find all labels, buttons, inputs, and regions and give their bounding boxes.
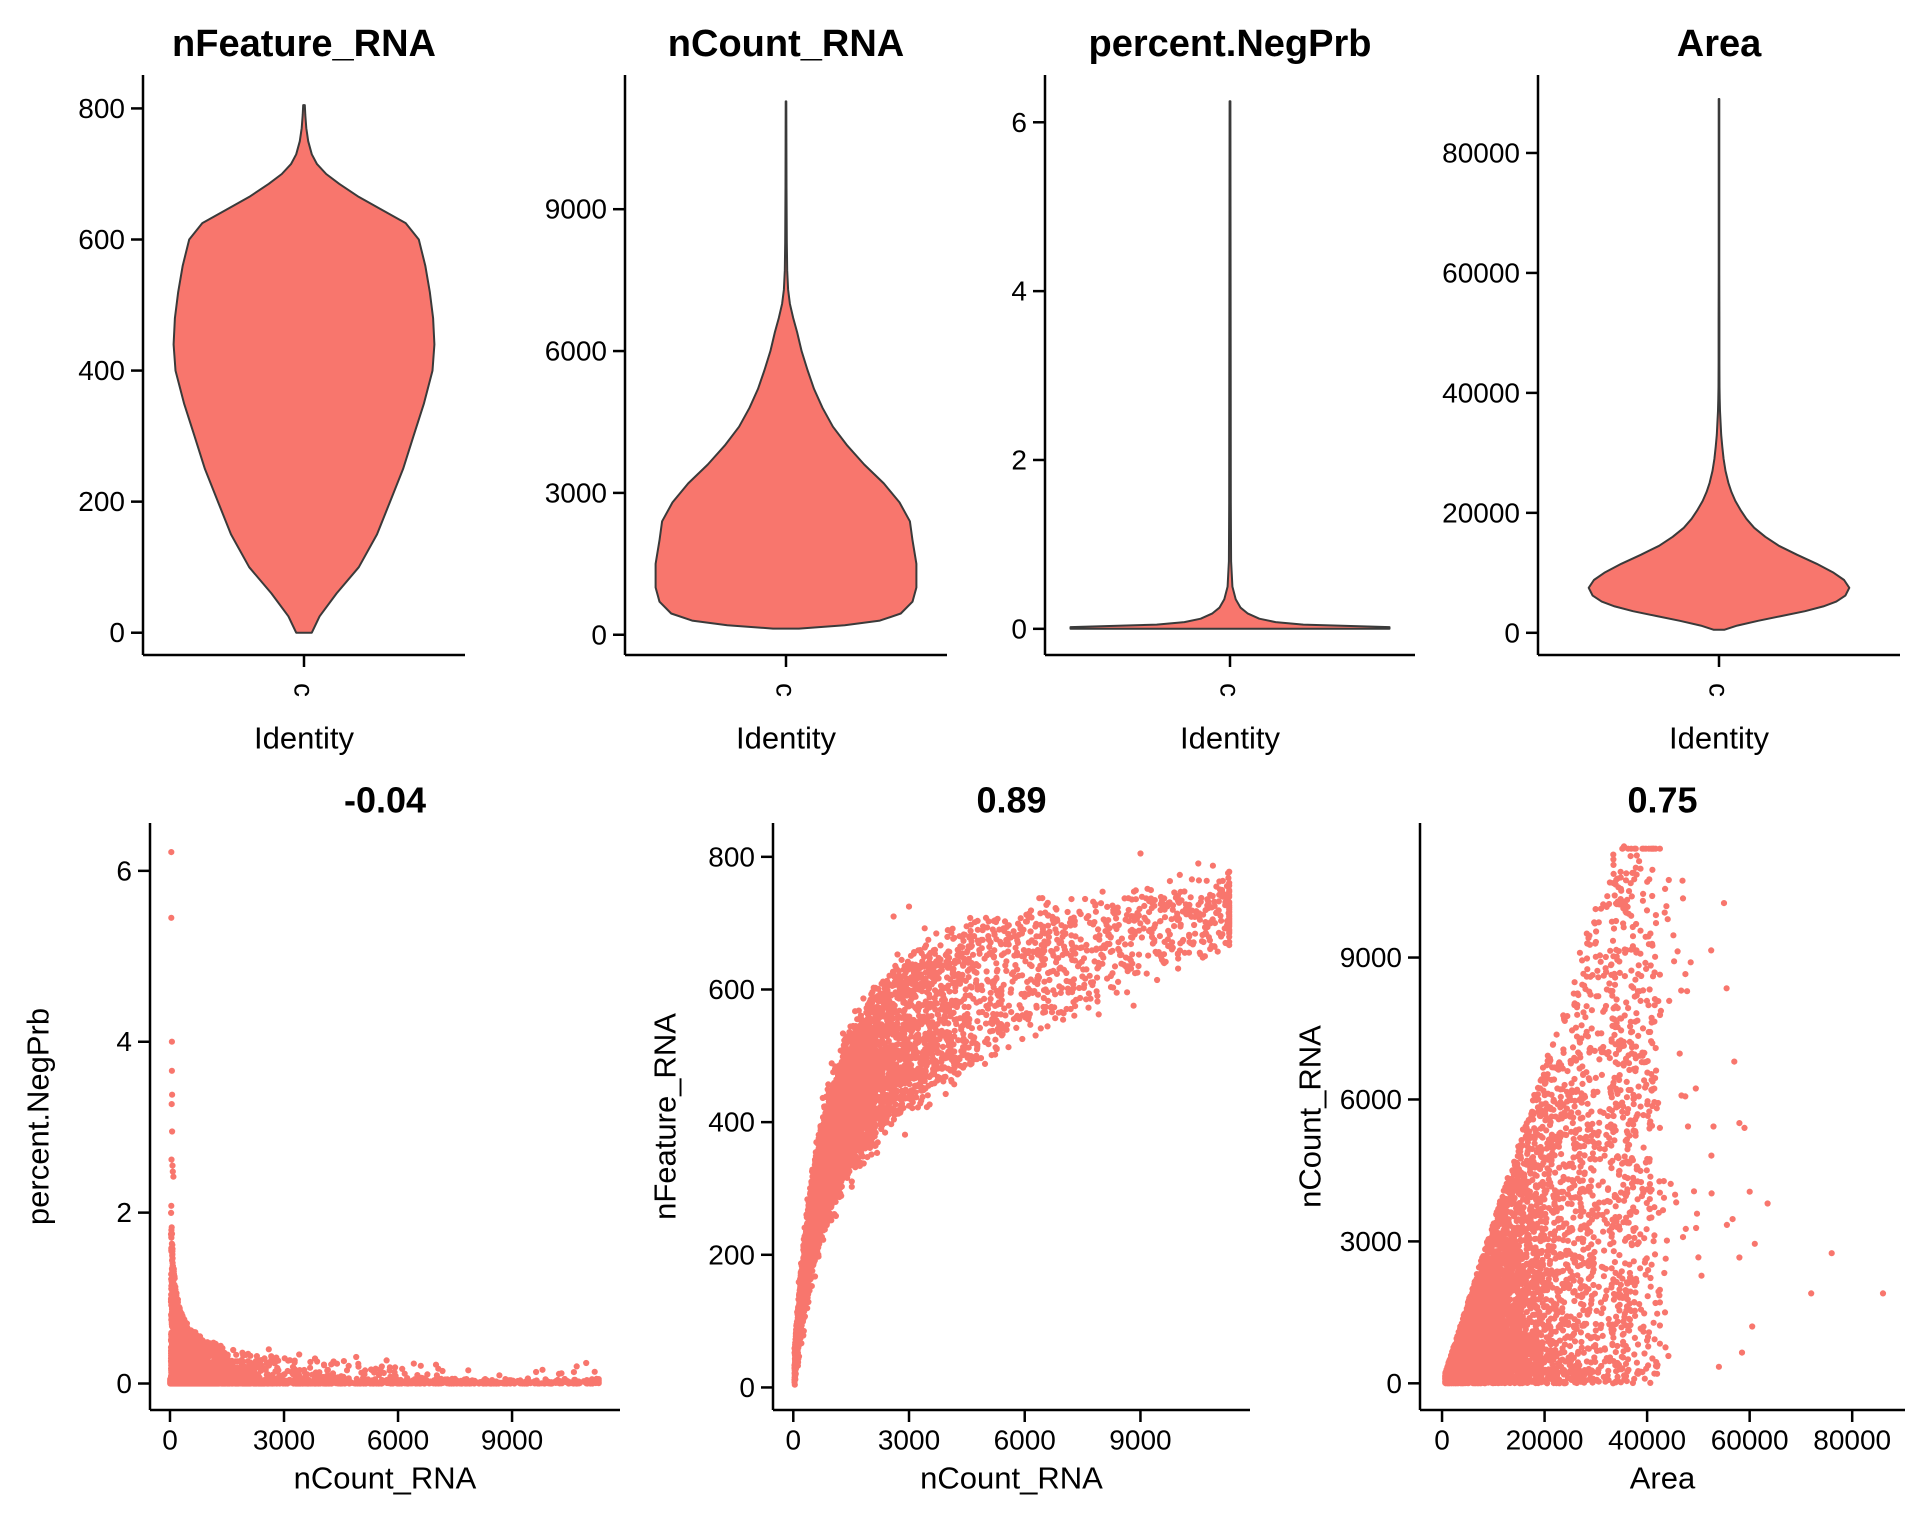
y-axis-tick-label: 800 xyxy=(708,841,755,872)
scatter-area-vs-ncount-svg: 0 3000 6000 9000 0 20000 40000 60000 80000 Area nC… xyxy=(1293,780,1905,1496)
y-axis-tick-label: 0 xyxy=(591,619,607,650)
x-axis-title: Identity xyxy=(254,721,354,756)
x-axis-tick-label: 0 xyxy=(1434,1425,1450,1456)
violin-area-svg: 0 20000 40000 60000 80000 c Identity Area xyxy=(1442,23,1900,756)
y-axis-tick-label: 800 xyxy=(78,93,125,124)
y-axis-tick-label: 0 xyxy=(116,1368,132,1399)
x-axis-tick-label: 9000 xyxy=(481,1425,543,1456)
scatter-plot-ncount-vs-negprb: 0 2 4 6 0 3000 6000 9000 nCount_RNA percent.NegPr… xyxy=(0,770,640,1536)
y-axis-tick-label: 400 xyxy=(708,1107,755,1138)
x-axis-tick-label: 6000 xyxy=(367,1425,429,1456)
y-axis-tick-label: 3000 xyxy=(1340,1226,1402,1257)
scatter-plot-area-vs-ncount: 0 3000 6000 9000 0 20000 40000 60000 80000 Area nC… xyxy=(1280,770,1920,1536)
x-axis-title: Identity xyxy=(1669,721,1769,756)
violin-shape xyxy=(1587,98,1851,631)
violin-nfeature-rna-svg: 0 200 400 600 800 c Identity nFeature_RNA xyxy=(78,23,465,756)
y-axis-tick-label: 4 xyxy=(1011,276,1027,307)
y-axis-tick-label: 9000 xyxy=(545,194,607,225)
y-axis-tick-label: 2 xyxy=(116,1197,132,1228)
plot-title: 0.75 xyxy=(1627,780,1697,821)
y-axis-tick-label: 0 xyxy=(1504,617,1520,648)
x-axis-tick-label: 20000 xyxy=(1506,1425,1584,1456)
x-axis-tick-label: 6000 xyxy=(994,1425,1056,1456)
x-axis-title: Area xyxy=(1630,1461,1696,1496)
y-axis-tick-label: 6 xyxy=(1011,107,1027,138)
x-axis-tick-label: 9000 xyxy=(1109,1425,1171,1456)
y-axis-title: nFeature_RNA xyxy=(648,1013,683,1220)
plot-title: -0.04 xyxy=(344,780,426,821)
violin-shape xyxy=(172,104,436,634)
violin-ncount-rna-svg: 0 3000 6000 9000 c Identity nCount_RNA xyxy=(545,23,947,756)
x-axis-tick-label: 3000 xyxy=(878,1425,940,1456)
violin-percent-negprb-svg: 0 2 4 6 c Identity percent.NegPrb xyxy=(1011,23,1415,756)
x-axis-category-label: c xyxy=(771,683,802,697)
x-axis-title: Identity xyxy=(1180,721,1280,756)
y-axis-tick-label: 200 xyxy=(78,486,125,517)
x-axis-title: nCount_RNA xyxy=(294,1461,477,1496)
y-axis-tick-label: 6000 xyxy=(545,336,607,367)
y-axis-tick-label: 600 xyxy=(708,974,755,1005)
y-axis-tick-label: 3000 xyxy=(545,477,607,508)
violin-shape xyxy=(1069,100,1391,630)
x-axis-tick-label: 0 xyxy=(162,1425,178,1456)
y-axis-tick-label: 0 xyxy=(109,617,125,648)
violin-plot-nfeature-rna: 0 200 400 600 800 c Identity nFeature_RNA xyxy=(0,0,480,770)
scatter-points xyxy=(167,848,602,1387)
y-axis-tick-label: 0 xyxy=(739,1372,755,1403)
scatter-points xyxy=(791,850,1233,1388)
plot-title: 0.89 xyxy=(976,780,1046,821)
x-axis-tick-label: 80000 xyxy=(1813,1425,1891,1456)
plot-title: nCount_RNA xyxy=(668,23,904,65)
x-axis-category-label: c xyxy=(289,683,320,697)
x-axis-title: nCount_RNA xyxy=(920,1461,1103,1496)
y-axis-tick-label: 40000 xyxy=(1442,377,1520,408)
violin-plot-area: 0 20000 40000 60000 80000 c Identity Area xyxy=(1440,0,1920,770)
y-axis-tick-label: 200 xyxy=(708,1239,755,1270)
y-axis-tick-label: 2 xyxy=(1011,444,1027,475)
x-axis-tick-label: 0 xyxy=(786,1425,802,1456)
x-axis-category-label: c xyxy=(1704,683,1735,697)
plot-title: nFeature_RNA xyxy=(172,23,436,65)
scatter-plot-ncount-vs-nfeature: 0 200 400 600 800 0 3000 6000 9000 nCount_RNA nFea… xyxy=(640,770,1280,1536)
y-axis-tick-label: 9000 xyxy=(1340,942,1402,973)
y-axis-tick-label: 400 xyxy=(78,355,125,386)
y-axis-tick-label: 600 xyxy=(78,224,125,255)
x-axis-category-label: c xyxy=(1215,683,1246,697)
x-axis-tick-label: 40000 xyxy=(1608,1425,1686,1456)
y-axis-title: percent.NegPrb xyxy=(21,1008,56,1225)
violin-plot-ncount-rna: 0 3000 6000 9000 c Identity nCount_RNA xyxy=(480,0,960,770)
y-axis-tick-label: 80000 xyxy=(1442,137,1520,168)
y-axis-tick-label: 4 xyxy=(116,1026,132,1057)
y-axis-tick-label: 20000 xyxy=(1442,497,1520,528)
plot-title: Area xyxy=(1677,23,1762,65)
plot-title: percent.NegPrb xyxy=(1089,23,1372,65)
y-axis-tick-label: 0 xyxy=(1386,1368,1402,1399)
y-axis-tick-label: 60000 xyxy=(1442,257,1520,288)
x-axis-tick-label: 60000 xyxy=(1711,1425,1789,1456)
scatter-points xyxy=(1442,843,1887,1387)
y-axis-title: nCount_RNA xyxy=(1293,1025,1328,1208)
y-axis-tick-label: 6000 xyxy=(1340,1084,1402,1115)
y-axis-tick-label: 0 xyxy=(1011,613,1027,644)
x-axis-title: Identity xyxy=(736,721,836,756)
x-axis-tick-label: 3000 xyxy=(253,1425,315,1456)
violin-shape xyxy=(654,100,918,630)
y-axis-tick-label: 6 xyxy=(116,855,132,886)
violin-plot-percent-negprb: 0 2 4 6 c Identity percent.NegPrb xyxy=(960,0,1440,770)
